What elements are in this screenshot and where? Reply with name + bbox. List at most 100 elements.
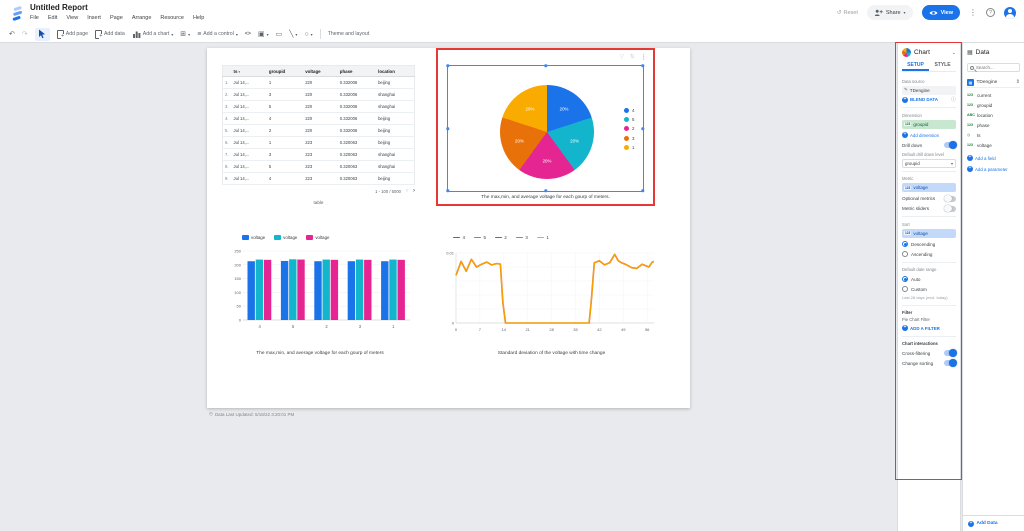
menu-insert[interactable]: Insert xyxy=(87,15,101,21)
field-item-location[interactable]: ABC location xyxy=(967,110,1020,120)
next-page-icon[interactable]: › xyxy=(413,188,415,194)
line-chart[interactable]: 4 5 2 3 1 0 7 14 21 28 35 42 49 56 0.01 0 Standard dev… xyxy=(443,233,660,367)
table-row[interactable]: 8. Jul 14,... 5 223 0.320063 shanghai xyxy=(222,160,415,173)
menu-page[interactable]: Page xyxy=(109,15,123,21)
resize-handle[interactable] xyxy=(446,189,450,193)
image-button[interactable]: ▣ ▾ xyxy=(258,31,269,38)
embed-button[interactable]: <> xyxy=(245,31,251,37)
pie[interactable] xyxy=(500,85,594,179)
legend-item[interactable]: voltage xyxy=(242,235,265,240)
cross-filtering-toggle[interactable] xyxy=(944,349,957,357)
dimension-chip-groupid[interactable]: 123 groupid xyxy=(902,119,956,129)
legend-item[interactable]: 1 xyxy=(536,235,549,240)
chart-panel-header[interactable]: Chart ⌄ xyxy=(902,45,956,60)
add-parameter-button[interactable]: + Add a parameter xyxy=(967,164,1020,174)
field-item-current[interactable]: 123 current xyxy=(967,90,1020,100)
chevron-down-icon[interactable]: ⌄ xyxy=(951,49,956,56)
add-data-button[interactable]: Add data xyxy=(94,29,125,40)
menu-edit[interactable]: Edit xyxy=(47,15,58,21)
table-col-ts[interactable]: ts ▾ xyxy=(231,65,267,77)
sort-ascending-option[interactable]: Ascending xyxy=(902,249,956,259)
table-row[interactable]: 6. Jul 14,... 1 223 0.320063 beijing xyxy=(222,136,415,149)
table-col-phase[interactable]: phase xyxy=(337,65,377,77)
data-source-row[interactable]: ✎ TDengine xyxy=(902,85,956,95)
change-sorting-toggle[interactable] xyxy=(944,359,957,367)
metric-chip-voltage[interactable]: 123 voltage xyxy=(902,183,956,192)
table-col-voltage[interactable]: voltage xyxy=(303,65,338,77)
legend-item[interactable]: 4 xyxy=(624,108,634,113)
resize-handle[interactable] xyxy=(543,189,548,193)
table-col-groupid[interactable]: groupid xyxy=(266,65,304,77)
table-row[interactable]: 7. Jul 14,... 3 223 0.320063 shanghai xyxy=(222,148,415,161)
menu-resource[interactable]: Resource xyxy=(160,15,184,21)
date-range-auto-option[interactable]: Auto xyxy=(902,274,956,284)
share-button[interactable]: Share ▾ xyxy=(866,5,913,20)
add-filter-button[interactable]: + ADD A FILTER xyxy=(902,323,956,333)
radio-icon[interactable] xyxy=(902,286,908,292)
drill-level-select[interactable]: groupid ▾ xyxy=(902,159,956,168)
table-row[interactable]: 5. Jul 14,... 2 220 0.332006 beijing xyxy=(222,124,415,137)
table-chart[interactable]: ts ▾ groupid voltage phase location 1. Jul 14… xyxy=(222,65,415,205)
select-tool-button[interactable] xyxy=(34,27,50,41)
prev-page-icon[interactable]: ‹ xyxy=(406,188,408,194)
radio-icon[interactable] xyxy=(902,251,908,257)
legend-item[interactable]: 2 xyxy=(624,126,634,132)
legend-item[interactable]: voltage xyxy=(274,235,297,240)
redo-button[interactable]: ↷ xyxy=(22,31,28,38)
bar-chart[interactable]: voltage voltage voltage 0 50 100 150 200 250 4 5 2… xyxy=(228,233,412,367)
optional-metrics-toggle[interactable] xyxy=(944,194,956,203)
shape-tool-button[interactable]: ○ ▾ xyxy=(304,31,312,38)
expand-collapse-icon[interactable]: ⇕ xyxy=(1015,79,1020,85)
radio-icon[interactable] xyxy=(902,276,908,282)
drill-down-toggle[interactable] xyxy=(944,141,957,149)
tab-setup[interactable]: SETUP xyxy=(902,60,929,71)
avatar[interactable] xyxy=(1004,6,1016,19)
line-tool-button[interactable]: ╲ ▾ xyxy=(289,31,297,38)
resize-handle[interactable] xyxy=(543,64,548,68)
date-range-custom-option[interactable]: Custom xyxy=(902,284,956,294)
legend-item[interactable]: 5 xyxy=(624,117,634,123)
view-button[interactable]: View xyxy=(921,5,960,20)
legend-item[interactable]: 2 xyxy=(494,235,507,240)
sort-chip-voltage[interactable]: 123 voltage xyxy=(902,228,956,238)
search-input[interactable] xyxy=(976,65,1017,70)
add-page-button[interactable]: Add page xyxy=(56,29,88,40)
field-item-phase[interactable]: 123 phase xyxy=(967,120,1020,130)
resize-handle[interactable] xyxy=(641,126,645,131)
menu-help[interactable]: Help xyxy=(192,15,205,21)
more-menu-icon[interactable]: ⋮ xyxy=(969,8,977,17)
pie-chart-selected[interactable]: ▽ ⇅ ⋮ 20% 20% 20% 20% 20% 4 5 2 3 1 The max,min,… xyxy=(436,48,655,206)
tab-style[interactable]: STYLE xyxy=(934,62,951,68)
legend-item[interactable]: 4 xyxy=(453,235,465,240)
legend-item[interactable]: 5 xyxy=(473,235,486,240)
info-icon[interactable]: ⓘ xyxy=(950,97,956,103)
sort-icon[interactable]: ⇅ xyxy=(629,54,635,60)
data-source-item[interactable]: ▦ TDengine ⇕ xyxy=(967,77,1020,88)
menu-arrange[interactable]: Arrange xyxy=(131,15,152,21)
metric-sliders-toggle[interactable] xyxy=(944,204,956,213)
table-row[interactable]: 4. Jul 14,... 4 220 0.332006 beijing xyxy=(222,112,415,125)
table-row[interactable]: 9. Jul 14,... 4 223 0.320063 beijing xyxy=(222,172,415,185)
legend-item[interactable]: 3 xyxy=(624,135,634,141)
sort-descending-option[interactable]: Descending xyxy=(902,239,956,249)
field-item-voltage[interactable]: 123 voltage xyxy=(967,140,1020,150)
menu-view[interactable]: View xyxy=(66,15,79,21)
table-row[interactable]: 2. Jul 14,... 3 220 0.332006 shanghai xyxy=(222,88,415,101)
help-icon[interactable]: ? xyxy=(986,8,995,17)
resize-handle[interactable] xyxy=(446,126,450,131)
legend-item[interactable]: 3 xyxy=(515,235,528,240)
undo-button[interactable]: ↶ xyxy=(9,31,15,38)
add-chart-button[interactable]: Add a chart ▾ xyxy=(132,30,173,39)
field-search[interactable] xyxy=(967,63,1020,72)
filter-icon[interactable]: ▽ xyxy=(619,54,624,60)
radio-icon[interactable] xyxy=(902,241,908,247)
add-field-button[interactable]: + Add a field xyxy=(967,153,1020,163)
community-viz-button[interactable]: ⊞ ▾ xyxy=(180,31,190,38)
rectangle-button[interactable]: ▭ xyxy=(276,31,283,38)
table-col-index[interactable] xyxy=(222,65,232,77)
table-row[interactable]: 1. Jul 14,... 1 220 0.332006 beijing xyxy=(222,76,415,89)
add-dimension-button[interactable]: + Add dimension xyxy=(902,130,956,140)
resize-handle[interactable] xyxy=(446,64,450,68)
add-data-button[interactable]: + Add Data xyxy=(963,515,1024,531)
chart-more-icon[interactable]: ⋮ xyxy=(640,54,648,61)
